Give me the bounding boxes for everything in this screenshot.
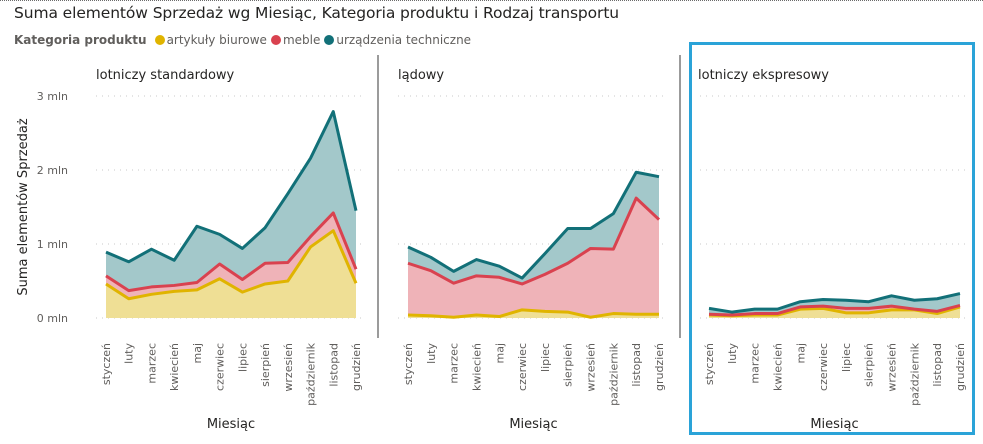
x-tick-label: maj <box>191 343 204 364</box>
x-tick-label: listopad <box>327 343 340 387</box>
area-urządzenia-techniczne <box>408 172 659 284</box>
x-axis-title: Miesiąc <box>207 417 255 432</box>
area-artykuły-biurowe <box>106 230 356 318</box>
legend-label: urządzenia techniczne <box>336 33 472 47</box>
panel-0: lotniczy standardowy styczeń luty marzec kwi… <box>96 68 363 432</box>
x-tick-label: maj <box>493 343 506 364</box>
legend-dot-icon <box>154 35 165 45</box>
line-meble <box>708 303 961 317</box>
x-tick-label: styczeń <box>703 343 716 385</box>
x-tick-label: październik <box>908 342 921 405</box>
x-tick-label: sierpień <box>863 343 876 387</box>
legend-dot-icon <box>324 35 335 45</box>
x-tick-label: kwiecień <box>168 343 181 391</box>
x-tick-label: sierpień <box>259 343 272 387</box>
x-tick-label: maj <box>794 343 807 364</box>
legend-dot-icon <box>270 35 281 45</box>
x-tick-label: grudzień <box>653 343 666 391</box>
legend-title: Kategoria produktu <box>14 33 147 47</box>
line-urządzenia-techniczne <box>708 292 961 314</box>
panel-title: lądowy <box>398 68 444 83</box>
y-tick-label: 3 mln <box>37 90 68 103</box>
panel-2: lotniczy ekspresowy styczeń luty marzec kwie… <box>679 55 967 432</box>
x-tick-label: czerwiec <box>214 343 227 391</box>
x-tick-label: listopad <box>931 343 944 387</box>
x-tick-label: luty <box>123 343 136 364</box>
x-tick-label: lipiec <box>840 343 853 372</box>
x-tick-label: luty <box>726 343 739 364</box>
x-tick-label: październik <box>607 342 620 405</box>
line-urządzenia-techniczne <box>105 110 358 264</box>
legend: Kategoria produktu artykuły biurowe mebl… <box>14 33 475 47</box>
legend-item-artykuly-biurowe[interactable]: artykuły biurowe <box>154 33 267 47</box>
x-tick-label: kwiecień <box>771 343 784 391</box>
x-tick-label: marzec <box>749 343 762 384</box>
line-urządzenia-techniczne <box>407 170 660 280</box>
x-tick-label: grudzień <box>350 343 363 391</box>
area-meble <box>106 212 356 299</box>
panel-title: lotniczy standardowy <box>96 68 235 83</box>
legend-label: artykuły biurowe <box>166 33 267 47</box>
area-urządzenia-techniczne <box>106 111 356 291</box>
legend-label: meble <box>282 33 321 47</box>
legend-item-urzadzenia-techniczne[interactable]: urządzenia techniczne <box>324 33 471 47</box>
panel-1: lądowy styczeń luty marzec kwiecień maj czerwi… <box>377 55 666 432</box>
y-tick-label: 0 mln <box>37 312 68 325</box>
x-tick-label: listopad <box>630 343 643 387</box>
chart-title: Suma elementów Sprzedaż wg Miesiąc, Kate… <box>14 4 620 22</box>
x-tick-label: marzec <box>448 343 461 384</box>
x-tick-label: kwiecień <box>470 343 483 391</box>
x-tick-label: wrzesień <box>282 343 295 392</box>
x-tick-label: luty <box>425 343 438 364</box>
x-tick-label: lipiec <box>539 343 552 372</box>
x-tick-label: wrzesień <box>886 343 899 392</box>
x-tick-label: czerwiec <box>817 343 830 391</box>
line-artykuły-biurowe <box>407 308 659 319</box>
x-tick-label: październik <box>305 342 318 405</box>
x-axis-title: Miesiąc <box>810 417 858 432</box>
top-border <box>0 0 983 1</box>
x-tick-label: wrzesień <box>585 343 598 392</box>
x-tick-label: styczeń <box>402 343 415 385</box>
x-tick-label: marzec <box>145 343 158 384</box>
line-meble <box>105 211 358 293</box>
x-tick-label: grudzień <box>954 343 967 391</box>
y-tick-label: 1 mln <box>37 238 68 251</box>
line-meble <box>407 196 661 286</box>
x-tick-label: styczeń <box>100 343 113 385</box>
x-tick-label: sierpień <box>562 343 575 387</box>
panel-title: lotniczy ekspresowy <box>698 68 829 83</box>
y-tick-label: 2 mln <box>37 164 68 177</box>
x-tick-label: czerwiec <box>516 343 529 391</box>
y-axis-title: Suma elementów Sprzedaż <box>16 118 31 295</box>
x-axis-title: Miesiąc <box>509 417 557 432</box>
legend-item-meble[interactable]: meble <box>270 33 321 47</box>
area-meble <box>408 198 659 318</box>
x-tick-label: lipiec <box>236 343 249 372</box>
line-artykuły-biurowe <box>105 229 358 301</box>
